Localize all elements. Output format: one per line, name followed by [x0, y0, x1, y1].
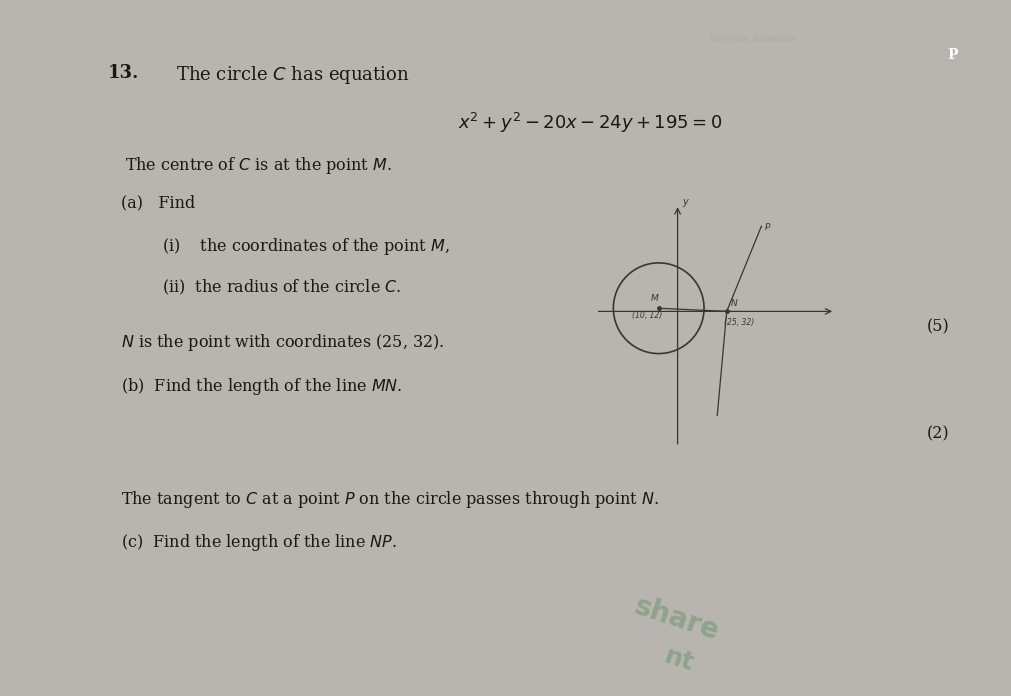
Text: P: P — [763, 223, 769, 232]
Text: share: share — [631, 592, 722, 646]
Text: (b)  Find the length of the line $MN$.: (b) Find the length of the line $MN$. — [121, 377, 402, 397]
Text: $x^2 + y^2 - 20x - 24y + 195 = 0$: $x^2 + y^2 - 20x - 24y + 195 = 0$ — [457, 111, 722, 135]
Text: The circle $C$ has equation: The circle $C$ has equation — [176, 64, 408, 86]
Text: The centre of $C$ is at the point $M$.: The centre of $C$ is at the point $M$. — [125, 155, 392, 175]
Text: (2): (2) — [926, 425, 948, 442]
Text: (ii)  the radius of the circle $C$.: (ii) the radius of the circle $C$. — [162, 278, 401, 297]
Text: y: y — [681, 198, 687, 207]
Text: nt: nt — [660, 644, 697, 676]
Text: The tangent to $C$ at a point $P$ on the circle passes through point $N$.: The tangent to $C$ at a point $P$ on the… — [121, 489, 658, 509]
Text: (a)   Find: (a) Find — [121, 195, 195, 212]
Text: 13.: 13. — [107, 64, 139, 82]
Text: (i)    the coordinates of the point $M$,: (i) the coordinates of the point $M$, — [162, 236, 449, 257]
Text: (c)  Find the length of the line $NP$.: (c) Find the length of the line $NP$. — [121, 532, 396, 553]
Text: P: P — [947, 48, 957, 62]
Text: (5): (5) — [926, 318, 948, 335]
Text: (10, 12): (10, 12) — [632, 310, 662, 319]
Text: Summon Rationale: Summon Rationale — [709, 35, 795, 44]
Text: $N$ is the point with coordinates (25, 32).: $N$ is the point with coordinates (25, 3… — [121, 331, 444, 353]
Text: (25, 32): (25, 32) — [723, 318, 753, 327]
Text: N: N — [730, 299, 736, 308]
Text: M: M — [650, 294, 658, 303]
